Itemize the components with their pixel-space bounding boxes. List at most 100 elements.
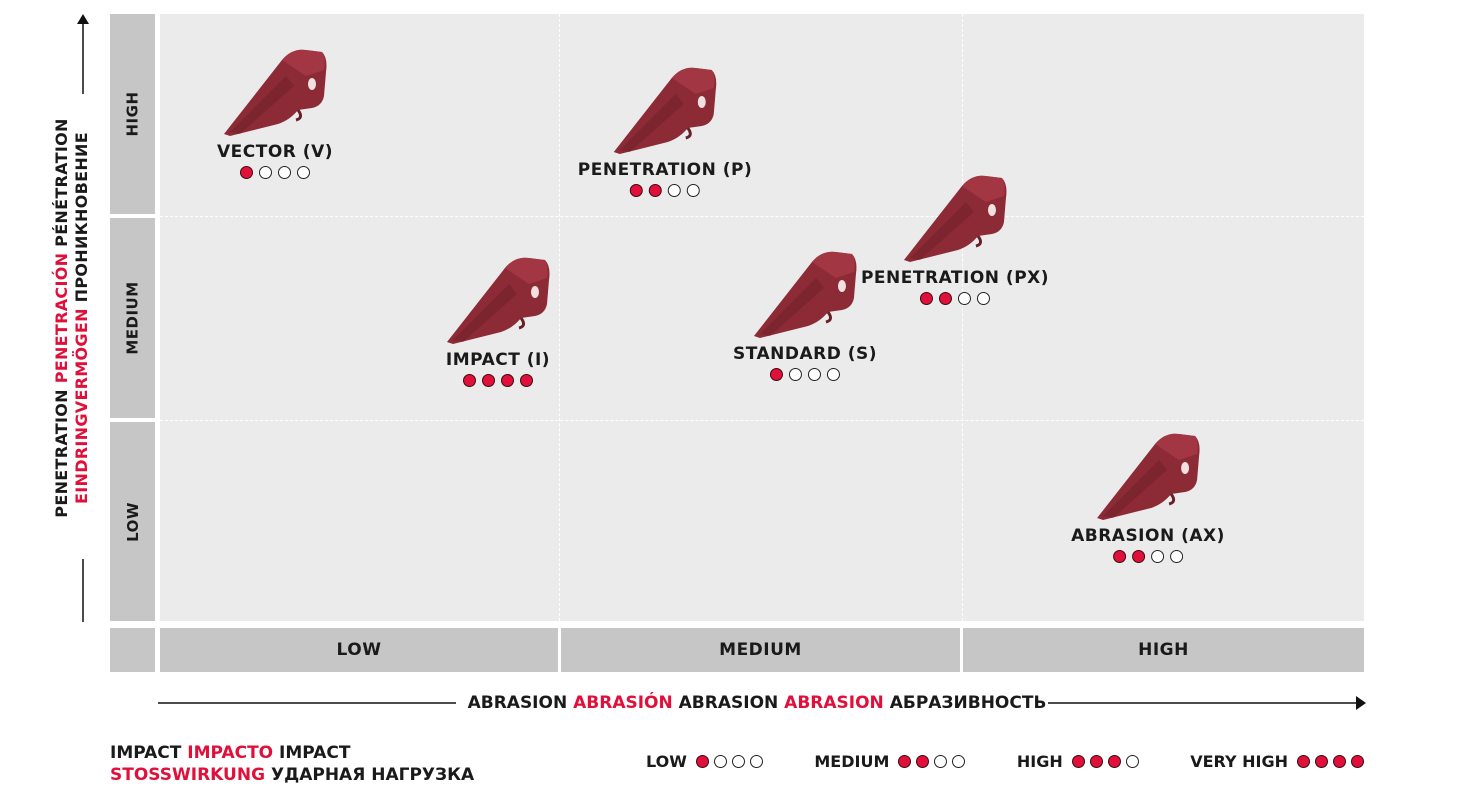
- impact-dot-filled: [920, 292, 933, 305]
- impact-dot-empty: [668, 184, 681, 197]
- column-label-high: HIGH: [963, 628, 1364, 672]
- impact-dot-filled: [501, 374, 514, 387]
- y-label-fr: PÉNÉTRATION: [52, 118, 71, 247]
- impact-rating: [1071, 550, 1225, 563]
- impact-dot-filled: [1314, 755, 1328, 768]
- tooth-vector: VECTOR (V): [217, 46, 333, 179]
- tooth-label: PENETRATION (P): [577, 160, 753, 180]
- impact-en: IMPACT: [110, 743, 182, 763]
- impact-rating: [695, 755, 763, 768]
- impact-dot-empty: [731, 755, 745, 768]
- y-axis-label-line1: PENETRATION PENETRACIÓN PÉNÉTRATION: [52, 118, 72, 517]
- row-label-text: LOW: [123, 501, 142, 542]
- impact-dot-empty: [952, 755, 966, 768]
- matrix-grid: [160, 14, 1364, 621]
- tooth-standard: STANDARD (S): [733, 248, 877, 381]
- legend-level-label: LOW: [646, 752, 687, 771]
- bucket-tooth-icon: [224, 49, 327, 136]
- row-label-text: MEDIUM: [123, 281, 142, 355]
- tooth-impact: IMPACT (I): [443, 254, 553, 387]
- legend-level: LOW: [646, 752, 763, 771]
- impact-de: STOSSWIRKUNG: [110, 765, 266, 785]
- row-label-high: HIGH: [110, 14, 155, 214]
- impact-legend-title: IMPACT IMPACTO IMPACT STOSSWIRKUNG УДАРН…: [110, 742, 474, 786]
- impact-dot-empty: [788, 368, 802, 381]
- impact-dot-filled: [482, 374, 495, 387]
- y-axis-label-line2: EINDRINGVERMÖGEN ПРОНИКНОВЕНИЕ: [72, 118, 92, 517]
- impact-dot-filled: [463, 374, 476, 387]
- impact-dot-filled: [1350, 755, 1364, 768]
- bucket-tooth-icon: [447, 257, 550, 344]
- impact-dot-empty: [687, 184, 700, 197]
- x-label-de: ABRASION: [784, 693, 884, 713]
- legend-level: VERY HIGH: [1190, 752, 1364, 771]
- impact-dot-empty: [749, 755, 763, 768]
- impact-dot-filled: [1132, 550, 1145, 563]
- impact-dot-filled: [1071, 755, 1085, 768]
- legend-level-label: MEDIUM: [814, 752, 890, 771]
- column-label-text: LOW: [336, 640, 382, 660]
- tooth-label: IMPACT (I): [445, 350, 551, 370]
- x-axis-label: ABRASION ABRASIÓN ABRASION ABRASION АБРА…: [462, 692, 1052, 714]
- impact-es: IMPACTO: [187, 743, 274, 763]
- impact-dot-filled: [1113, 550, 1126, 563]
- impact-dot-empty: [1125, 755, 1139, 768]
- x-label-fr: ABRASION: [678, 693, 779, 713]
- impact-dot-filled: [520, 374, 533, 387]
- impact-dot-empty: [934, 755, 948, 768]
- y-axis-arrow: [77, 14, 89, 622]
- impact-dot-empty: [977, 292, 990, 305]
- impact-dot-filled: [695, 755, 709, 768]
- impact-dot-filled: [1107, 755, 1121, 768]
- legend-level: MEDIUM: [814, 752, 966, 771]
- impact-dot-empty: [713, 755, 727, 768]
- impact-rating: [733, 368, 877, 381]
- tooth-label: PENETRATION (PX): [860, 268, 1050, 288]
- impact-rating: [217, 166, 333, 179]
- column-label-low: LOW: [160, 628, 558, 672]
- row-label-text: HIGH: [123, 91, 142, 137]
- bucket-tooth-icon: [753, 251, 857, 338]
- y-label-es: PENETRACIÓN: [52, 252, 71, 384]
- impact-scale-legend: LOW MEDIUM HIGH VERY HIGH: [646, 752, 1364, 771]
- impact-dot-empty: [297, 166, 310, 179]
- tooth-penetration-p: PENETRATION (P): [578, 64, 752, 197]
- grid-divider: [160, 216, 1364, 217]
- impact-dot-filled: [649, 184, 662, 197]
- impact-dot-empty: [1151, 550, 1164, 563]
- impact-dot-filled: [630, 184, 643, 197]
- impact-dot-empty: [1170, 550, 1183, 563]
- tooth-label: ABRASION (AX): [1071, 526, 1225, 546]
- y-label-en: PENETRATION: [52, 389, 71, 518]
- impact-ru: УДАРНАЯ НАГРУЗКА: [270, 765, 475, 785]
- row-label-low: LOW: [110, 422, 155, 621]
- bucket-tooth-icon: [904, 175, 1007, 262]
- column-label-text: HIGH: [1138, 640, 1189, 660]
- impact-dot-filled: [1296, 755, 1310, 768]
- impact-dot-filled: [1089, 755, 1103, 768]
- x-label-en: ABRASION: [467, 693, 568, 713]
- impact-dot-filled: [1332, 755, 1346, 768]
- impact-rating: [578, 184, 752, 197]
- impact-rating: [1296, 755, 1364, 768]
- row-label-medium: MEDIUM: [110, 218, 155, 418]
- impact-dot-empty: [826, 368, 840, 381]
- bucket-tooth-icon: [614, 67, 717, 154]
- impact-dot-empty: [958, 292, 971, 305]
- tooth-label: VECTOR (V): [217, 142, 333, 162]
- impact-dot-empty: [807, 368, 821, 381]
- column-label-medium: MEDIUM: [561, 628, 960, 672]
- legend-level-label: HIGH: [1016, 752, 1063, 771]
- impact-dot-filled: [769, 368, 783, 381]
- x-axis-arrow: [158, 696, 1366, 710]
- impact-dot-empty: [278, 166, 291, 179]
- corner-cell: [110, 628, 155, 672]
- impact-dot-filled: [916, 755, 930, 768]
- grid-divider: [962, 14, 963, 621]
- tooth-penetration-px: PENETRATION (PX): [861, 172, 1049, 305]
- grid-divider: [160, 420, 1364, 421]
- impact-dot-filled: [939, 292, 952, 305]
- legend-level-label: VERY HIGH: [1190, 752, 1288, 771]
- x-label-es: ABRASIÓN: [573, 693, 673, 713]
- grid-divider: [559, 14, 560, 621]
